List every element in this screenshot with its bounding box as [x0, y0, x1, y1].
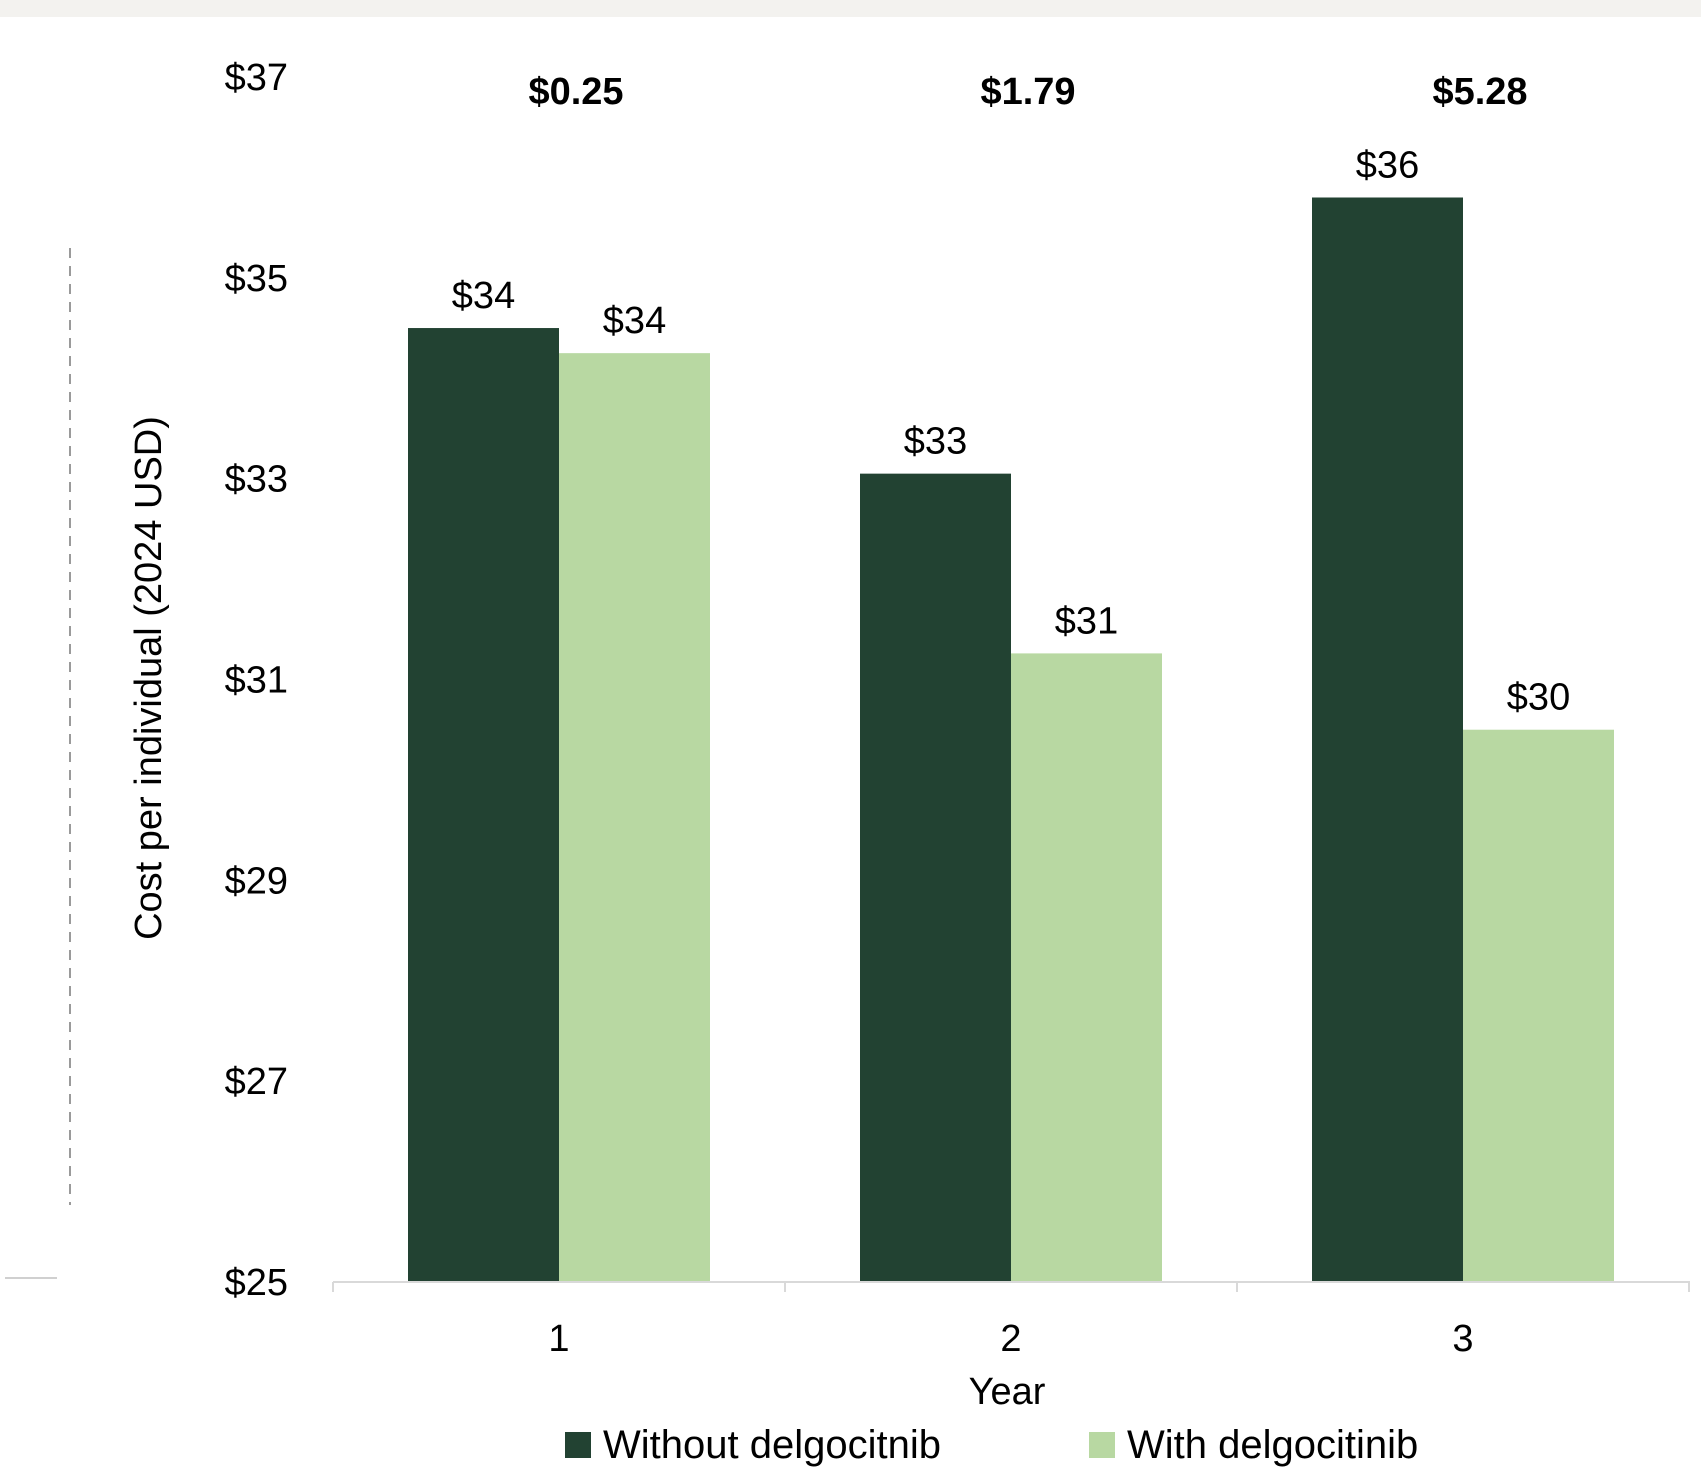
y-tick-label: $25 — [225, 1262, 288, 1304]
y-tick-label: $33 — [225, 459, 288, 501]
difference-label: $0.25 — [528, 71, 623, 113]
legend-label-with: With delgocitinib — [1127, 1423, 1418, 1467]
y-tick-label: $35 — [225, 258, 288, 300]
x-tick-label: 2 — [1000, 1318, 1021, 1360]
bar-value-label: $33 — [904, 421, 967, 463]
legend-label-without: Without delgocitnib — [603, 1423, 941, 1467]
y-tick-label: $37 — [225, 57, 288, 99]
bar-value-label: $36 — [1356, 145, 1419, 187]
y-axis-title: Cost per individual (2024 USD) — [128, 416, 170, 940]
x-axis-ticks: 1 2 3 — [332, 1282, 1690, 1360]
bar-value-label: $30 — [1507, 677, 1570, 719]
bar-without-year-3 — [1312, 197, 1463, 1282]
bar-value-label: $31 — [1055, 600, 1118, 642]
y-tick-label: $31 — [225, 660, 288, 702]
bar-with-year-1 — [559, 353, 710, 1282]
bar-value-label: $34 — [452, 275, 515, 317]
bar-without-year-1 — [408, 328, 559, 1283]
bar-with-year-3 — [1463, 729, 1614, 1282]
bars-group — [408, 197, 1614, 1283]
difference-label: $5.28 — [1432, 71, 1527, 113]
difference-labels-group: $0.25 $1.79 $5.28 — [528, 71, 1527, 113]
bar-without-year-2 — [860, 473, 1011, 1282]
top-band — [0, 0, 1701, 17]
y-tick-label: $27 — [225, 1061, 288, 1103]
difference-label: $1.79 — [980, 71, 1075, 113]
legend-swatch-with — [1089, 1432, 1115, 1458]
y-tick-label: $29 — [225, 860, 288, 902]
x-tick-label: 3 — [1452, 1318, 1473, 1360]
legend: Without delgocitnib With delgocitinib — [565, 1423, 1418, 1467]
x-tick-label: 1 — [548, 1318, 569, 1360]
bar-value-label: $34 — [603, 300, 666, 342]
legend-swatch-without — [565, 1432, 591, 1458]
x-axis-title: Year — [969, 1371, 1046, 1413]
y-axis-ticks: $25 $27 $29 $31 $33 $35 $37 — [225, 57, 288, 1304]
bar-with-year-2 — [1011, 653, 1162, 1282]
value-labels-group: $34 $33 $36 $34 $31 $30 — [452, 145, 1570, 719]
